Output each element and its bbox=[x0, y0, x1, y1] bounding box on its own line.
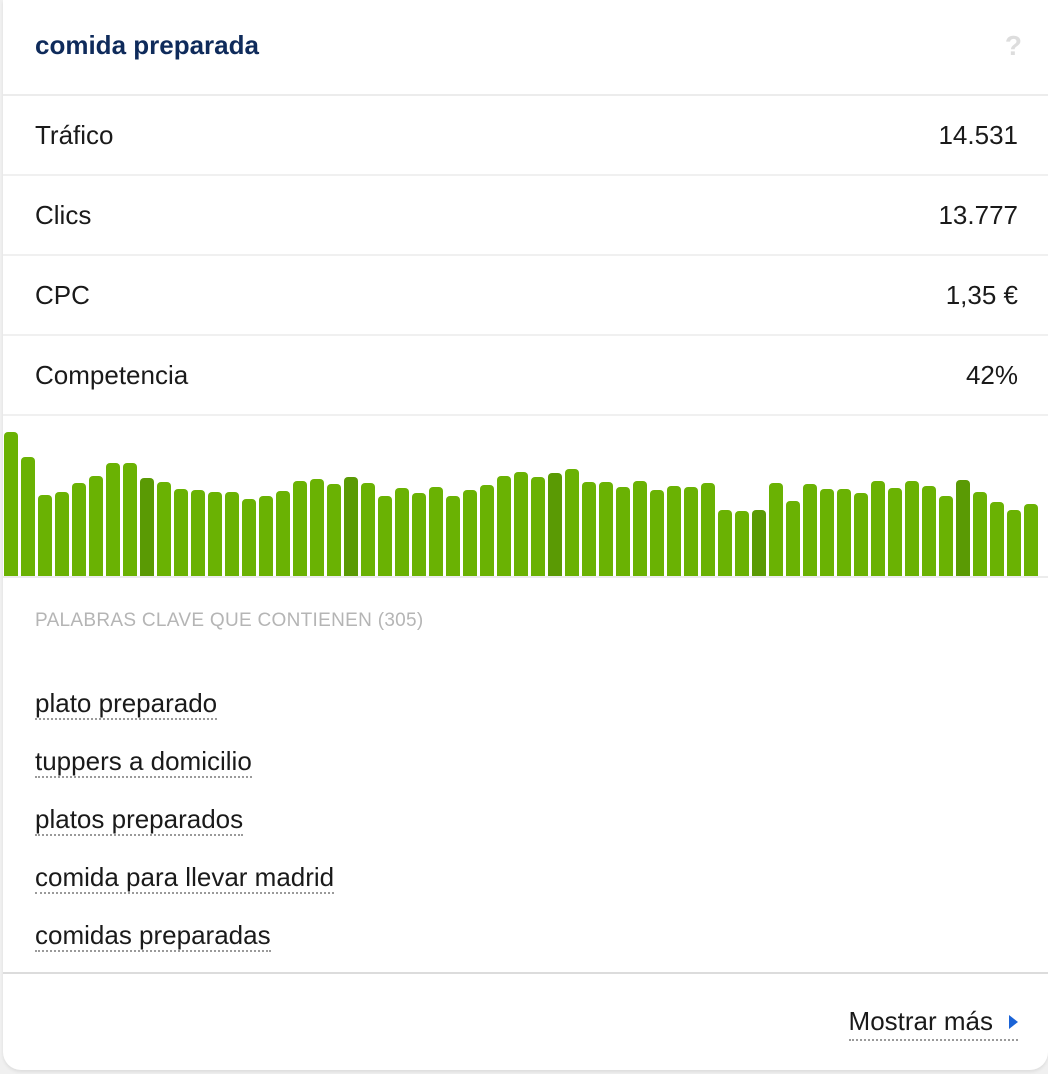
trend-bar[interactable] bbox=[310, 479, 324, 576]
trend-bar[interactable] bbox=[55, 492, 69, 576]
card-header: comida preparada ? bbox=[3, 0, 1048, 96]
trend-bar[interactable] bbox=[89, 476, 103, 576]
trend-bar[interactable] bbox=[21, 457, 35, 576]
trend-bar[interactable] bbox=[463, 490, 477, 576]
trend-bar[interactable] bbox=[1024, 504, 1038, 576]
trend-bar[interactable] bbox=[327, 484, 341, 576]
trend-bar[interactable] bbox=[701, 483, 715, 576]
keyword-link[interactable]: tuppers a domicilio bbox=[35, 746, 252, 778]
trend-bar[interactable] bbox=[888, 488, 902, 576]
trend-bar[interactable] bbox=[718, 510, 732, 576]
help-icon[interactable]: ? bbox=[1004, 30, 1022, 61]
trend-bar[interactable] bbox=[225, 492, 239, 576]
show-more-link[interactable]: Mostrar más bbox=[848, 1006, 1018, 1041]
trend-bar[interactable] bbox=[276, 491, 290, 576]
metric-row-competencia: Competencia 42% bbox=[3, 336, 1048, 416]
trend-bar[interactable] bbox=[293, 481, 307, 576]
trend-bar[interactable] bbox=[684, 487, 698, 576]
metric-label: Tráfico bbox=[35, 120, 114, 150]
trend-bar[interactable] bbox=[582, 482, 596, 576]
trend-bar[interactable] bbox=[123, 463, 137, 576]
trend-bar[interactable] bbox=[242, 499, 256, 576]
metric-value: 13.777 bbox=[938, 200, 1018, 230]
trend-bar[interactable] bbox=[956, 480, 970, 576]
trend-bar[interactable] bbox=[973, 492, 987, 576]
metric-row-clics: Clics 13.777 bbox=[3, 176, 1048, 256]
keyword-link[interactable]: comida para llevar madrid bbox=[35, 862, 335, 894]
trend-bar[interactable] bbox=[412, 493, 426, 576]
trend-bar[interactable] bbox=[480, 485, 494, 576]
metric-value: 1,35 € bbox=[945, 280, 1018, 310]
trend-bar[interactable] bbox=[990, 502, 1004, 576]
keyword-card: comida preparada ? Tráfico 14.531 Clics … bbox=[3, 0, 1048, 1070]
keyword-link[interactable]: plato preparado bbox=[35, 688, 218, 720]
keywords-section-label: PALABRAS CLAVE QUE CONTIENEN (305) bbox=[35, 610, 424, 631]
trend-bar[interactable] bbox=[565, 469, 579, 576]
trend-bar[interactable] bbox=[667, 486, 681, 576]
trend-bar[interactable] bbox=[752, 510, 766, 576]
trend-bar[interactable] bbox=[106, 463, 120, 576]
trend-bar[interactable] bbox=[446, 496, 460, 576]
trend-bar[interactable] bbox=[735, 511, 749, 576]
trend-bar[interactable] bbox=[4, 432, 18, 576]
keyword-link[interactable]: comidas preparadas bbox=[35, 920, 271, 952]
trend-bar[interactable] bbox=[429, 487, 443, 576]
trend-bar[interactable] bbox=[1007, 510, 1021, 576]
trend-bar[interactable] bbox=[854, 493, 868, 576]
metric-value: 14.531 bbox=[938, 120, 1018, 150]
card-title: comida preparada bbox=[35, 30, 259, 60]
trend-bar[interactable] bbox=[378, 496, 392, 576]
trend-bar[interactable] bbox=[837, 489, 851, 576]
trend-bar[interactable] bbox=[599, 482, 613, 576]
trend-bar[interactable] bbox=[820, 489, 834, 576]
trend-bar[interactable] bbox=[38, 495, 52, 576]
trend-bar[interactable] bbox=[803, 484, 817, 576]
trend-bar[interactable] bbox=[174, 489, 188, 576]
metric-label: Clics bbox=[35, 200, 92, 230]
metric-value: 42% bbox=[965, 360, 1018, 390]
card-footer: Mostrar más bbox=[3, 972, 1048, 1070]
trend-bar[interactable] bbox=[922, 486, 936, 576]
trend-bar[interactable] bbox=[157, 482, 171, 576]
trend-bar[interactable] bbox=[140, 478, 154, 576]
trend-bar[interactable] bbox=[361, 483, 375, 576]
chevron-right-icon bbox=[1009, 1014, 1018, 1029]
trend-bar[interactable] bbox=[786, 501, 800, 576]
trend-bar[interactable] bbox=[548, 473, 562, 576]
trend-bar[interactable] bbox=[514, 472, 528, 576]
keyword-list: plato preparado tuppers a domicilio plat… bbox=[35, 688, 335, 978]
show-more-label: Mostrar más bbox=[848, 1006, 993, 1036]
trend-bar[interactable] bbox=[344, 477, 358, 576]
trend-bar[interactable] bbox=[208, 492, 222, 576]
trend-bar[interactable] bbox=[939, 496, 953, 576]
trend-bar-chart bbox=[3, 416, 1048, 578]
trend-bar[interactable] bbox=[191, 490, 205, 576]
metric-row-cpc: CPC 1,35 € bbox=[3, 256, 1048, 336]
trend-bar[interactable] bbox=[616, 487, 630, 576]
trend-bar[interactable] bbox=[395, 488, 409, 576]
trend-bar[interactable] bbox=[72, 483, 86, 576]
trend-bar[interactable] bbox=[650, 490, 664, 576]
metric-row-trafico: Tráfico 14.531 bbox=[3, 96, 1048, 176]
keyword-link[interactable]: platos preparados bbox=[35, 804, 244, 836]
trend-bar[interactable] bbox=[531, 477, 545, 576]
trend-bar[interactable] bbox=[769, 483, 783, 576]
trend-bar[interactable] bbox=[259, 496, 273, 576]
trend-bar[interactable] bbox=[497, 476, 511, 576]
metric-label: Competencia bbox=[35, 360, 189, 390]
metric-label: CPC bbox=[35, 280, 90, 310]
trend-bar[interactable] bbox=[871, 481, 885, 576]
trend-bar[interactable] bbox=[633, 481, 647, 576]
trend-bar[interactable] bbox=[905, 481, 919, 576]
